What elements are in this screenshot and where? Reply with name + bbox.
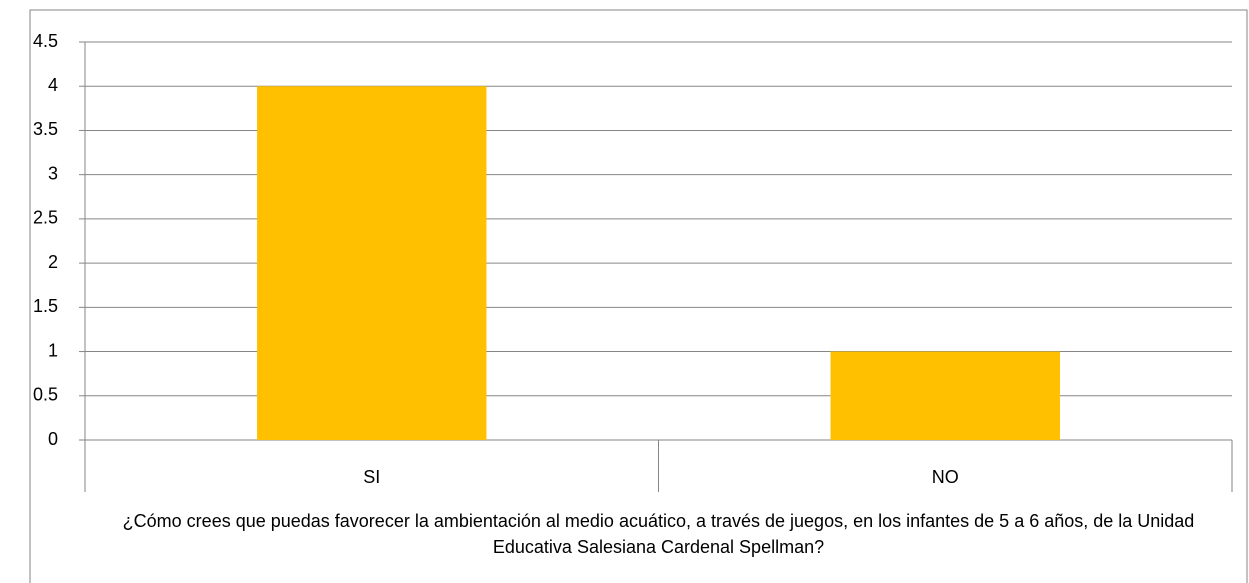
y-tick-label: 1.5: [33, 296, 58, 316]
y-tick-label: 4.5: [33, 31, 58, 51]
bar: [257, 86, 487, 440]
bar: [830, 351, 1060, 440]
y-tick-label: 2: [48, 252, 58, 272]
y-tick-label: 0.5: [33, 385, 58, 405]
y-tick-label: 1: [48, 340, 58, 360]
y-tick-label: 0: [48, 429, 58, 449]
x-tick-label: SI: [363, 467, 380, 487]
x-tick-label: NO: [932, 467, 959, 487]
chart-border: [29, 9, 1248, 583]
y-tick-label: 4: [48, 75, 58, 95]
y-tick-label: 2.5: [33, 208, 58, 228]
x-axis-label: ¿Cómo crees que puedas favorecer la ambi…: [122, 511, 1195, 557]
y-tick-label: 3.5: [33, 119, 58, 139]
y-tick-label: 3: [48, 163, 58, 183]
